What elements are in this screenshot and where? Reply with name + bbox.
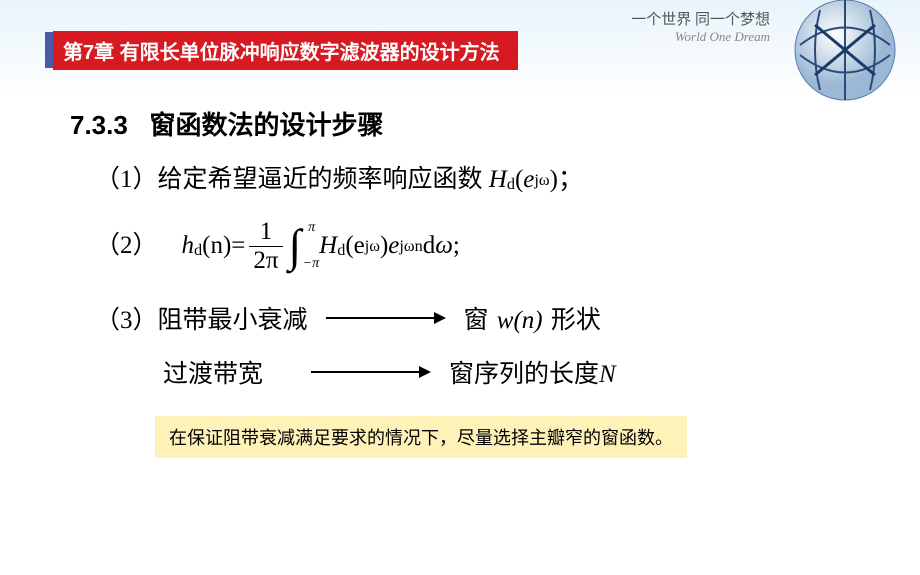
step1-text: 给定希望逼近的频率响应函数 [158, 160, 483, 200]
step2-num: （2） [95, 226, 158, 266]
step2-eq: hd(n) = 1 2π ∫ π −π Hd (ejω) ejωn dω; [182, 218, 460, 274]
slogan-cn: 一个世界 同一个梦想 [631, 8, 770, 29]
section-number: 7.3.3 [70, 110, 128, 140]
step4-right: 窗序列的长度N [449, 354, 616, 390]
chapter-title: 第7章 有限长单位脉冲响应数字滤波器的设计方法 [53, 31, 518, 70]
globe-decoration [760, 0, 910, 140]
step-3: （3） 阻带最小衰减 窗 w(n) 形状 [95, 300, 860, 336]
step3-num: （3） [95, 300, 158, 336]
step3-right: 窗 w(n) 形状 [464, 300, 601, 336]
step-2: （2） hd(n) = 1 2π ∫ π −π Hd (ejω) ejωn dω… [95, 218, 860, 274]
banner-accent [45, 32, 53, 68]
arrow-icon [311, 362, 431, 382]
arrow-icon [326, 308, 446, 328]
section-title: 7.3.3 窗函数法的设计步骤 [70, 105, 384, 142]
step3-left: 阻带最小衰减 [158, 300, 308, 336]
section-name: 窗函数法的设计步骤 [150, 110, 384, 140]
slogan: 一个世界 同一个梦想 World One Dream [631, 8, 770, 45]
content-area: （1） 给定希望逼近的频率响应函数 Hd (ejω) ； （2） hd(n) =… [95, 160, 860, 458]
integral-sign: ∫ π −π [289, 223, 302, 269]
fraction: 1 2π [249, 218, 282, 274]
note-highlight: 在保证阻带衰减满足要求的情况下，尽量选择主瓣窄的窗函数。 [155, 416, 687, 458]
step1-num: （1） [95, 160, 158, 200]
step1-eq: Hd (ejω) [489, 160, 558, 200]
step-4: 过渡带宽 窗序列的长度N [163, 354, 860, 390]
step-1: （1） 给定希望逼近的频率响应函数 Hd (ejω) ； [95, 160, 860, 200]
step4-left: 过渡带宽 [163, 354, 263, 390]
step1-tail: ； [558, 160, 583, 200]
slogan-en: World One Dream [631, 29, 770, 45]
chapter-banner: 第7章 有限长单位脉冲响应数字滤波器的设计方法 [45, 32, 518, 68]
